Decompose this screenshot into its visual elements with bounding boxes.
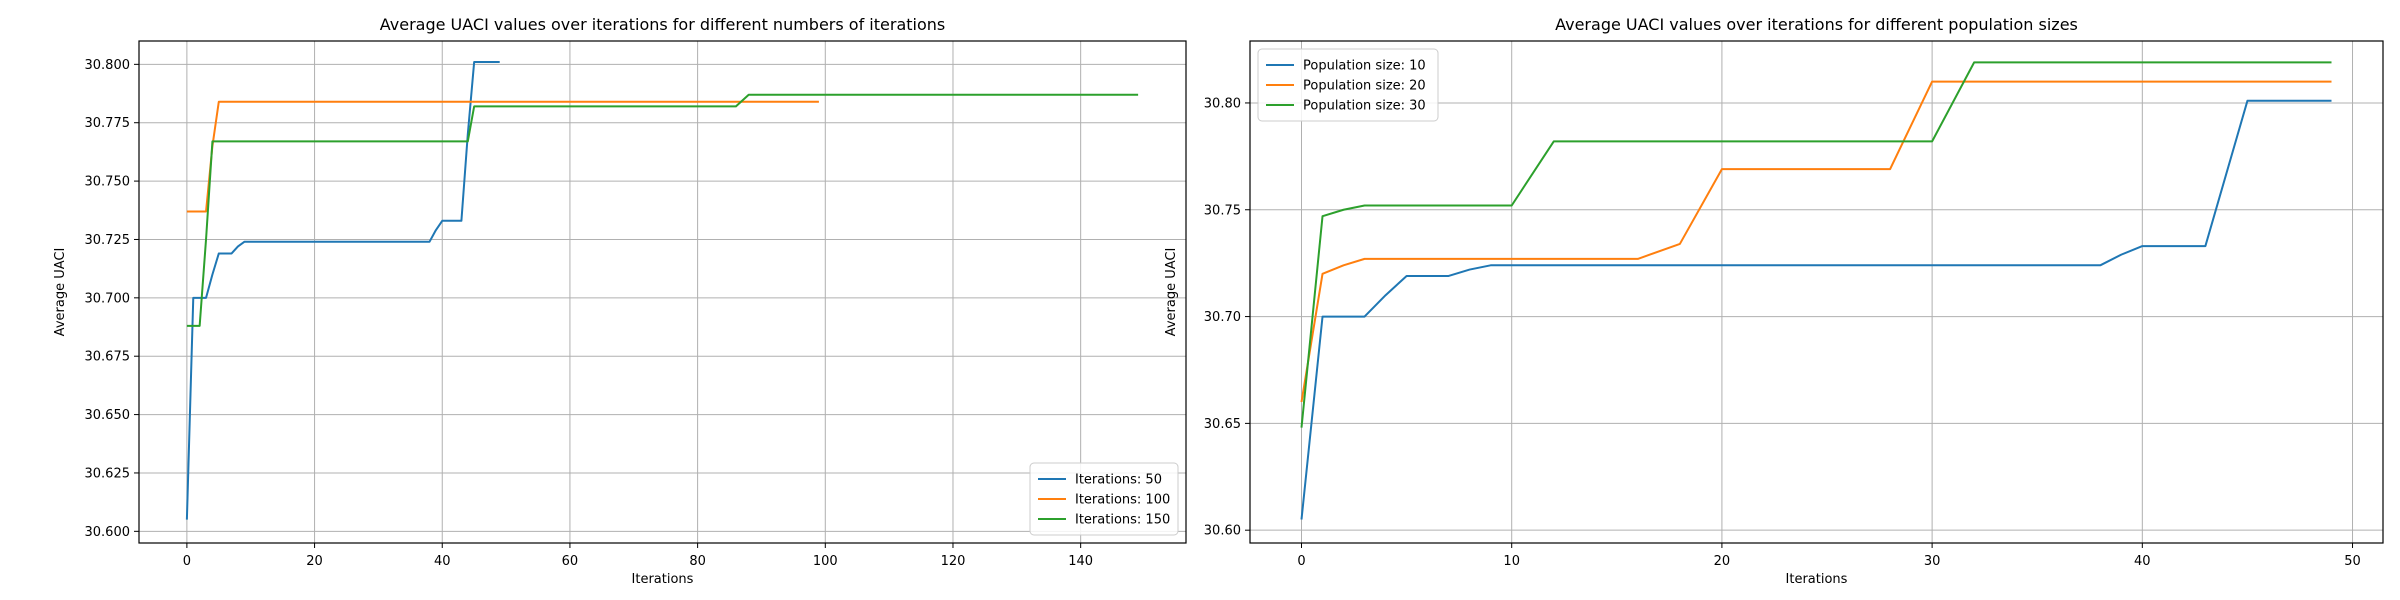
x-tick-label: 30 [1924, 554, 1941, 569]
y-tick-label: 30.700 [85, 291, 131, 306]
series-line-2 [1300, 80, 2332, 403]
y-tick-label: 30.75 [1204, 203, 1241, 218]
legend-label-1: Iterations: 50 [1075, 473, 1162, 488]
chart-population-sizes: 0 10 20 30 40 50 30.60 30.65 30.70 30.75 30.80 Aver… [1164, 15, 2384, 587]
x-tick-label: 60 [562, 554, 579, 569]
x-tick-label: 100 [813, 554, 838, 569]
legend-label-2: Iterations: 100 [1075, 493, 1170, 508]
y-tick-label: 30.775 [85, 116, 131, 131]
x-tick-label: 50 [2344, 554, 2361, 569]
x-tick-label: 20 [306, 554, 323, 569]
x-tick-label: 0 [1297, 554, 1305, 569]
x-tick-label: 80 [689, 554, 706, 569]
plot-frame [1249, 40, 2384, 544]
legend: Iterations: 50 Iterations: 100 Iterations:… [1029, 462, 1179, 536]
legend-label-3: Iterations: 150 [1075, 513, 1170, 528]
y-tick-label: 30.80 [1204, 96, 1241, 111]
y-tick-label: 30.675 [85, 350, 131, 365]
y-tick-label: 30.70 [1204, 310, 1241, 325]
y-tick-label: 30.725 [85, 233, 131, 248]
y-tick-label: 30.600 [85, 525, 131, 540]
y-tick-label: 30.750 [85, 175, 131, 190]
series-line-1 [1300, 99, 2332, 520]
chart-title: Average UACI values over iterations for … [380, 15, 945, 34]
y-tick-label: 30.800 [85, 58, 131, 73]
legend: Population size: 10 Population size: 20 Po… [1257, 48, 1439, 122]
x-axis-label: Iterations [632, 572, 694, 587]
chart-title: Average UACI values over iterations for … [1555, 15, 2078, 34]
legend-label-1: Population size: 10 [1303, 59, 1426, 74]
legend-label-2: Population size: 20 [1303, 79, 1426, 94]
legend-box [1029, 462, 1179, 536]
x-tick-label: 40 [2134, 554, 2151, 569]
y-tick-label: 30.65 [1204, 417, 1241, 432]
y-axis-label: Average UACI [1164, 248, 1179, 337]
legend-label-3: Population size: 30 [1303, 99, 1426, 114]
x-tick-label: 120 [941, 554, 966, 569]
series-line-3 [1300, 61, 2332, 428]
y-tick-label: 30.60 [1204, 524, 1241, 539]
x-tick-label: 10 [1503, 554, 1520, 569]
series-line-1 [185, 61, 500, 520]
plot-frame [138, 40, 1187, 544]
chart-iterations: 0 20 40 60 80 100 120 140 30.600 30.625 30.650 30.6… [53, 15, 1187, 587]
x-axis-label: Iterations [1786, 572, 1848, 587]
x-tick-label: 20 [1714, 554, 1731, 569]
x-tick-label: 0 [183, 554, 191, 569]
y-axis-label: Average UACI [53, 248, 68, 337]
legend-box [1257, 48, 1439, 122]
y-tick-label: 30.625 [85, 466, 131, 481]
x-tick-label: 140 [1068, 554, 1093, 569]
x-tick-label: 40 [434, 554, 451, 569]
y-tick-label: 30.650 [85, 408, 131, 423]
series-line-3 [186, 93, 1139, 327]
series-line-2 [186, 100, 819, 213]
